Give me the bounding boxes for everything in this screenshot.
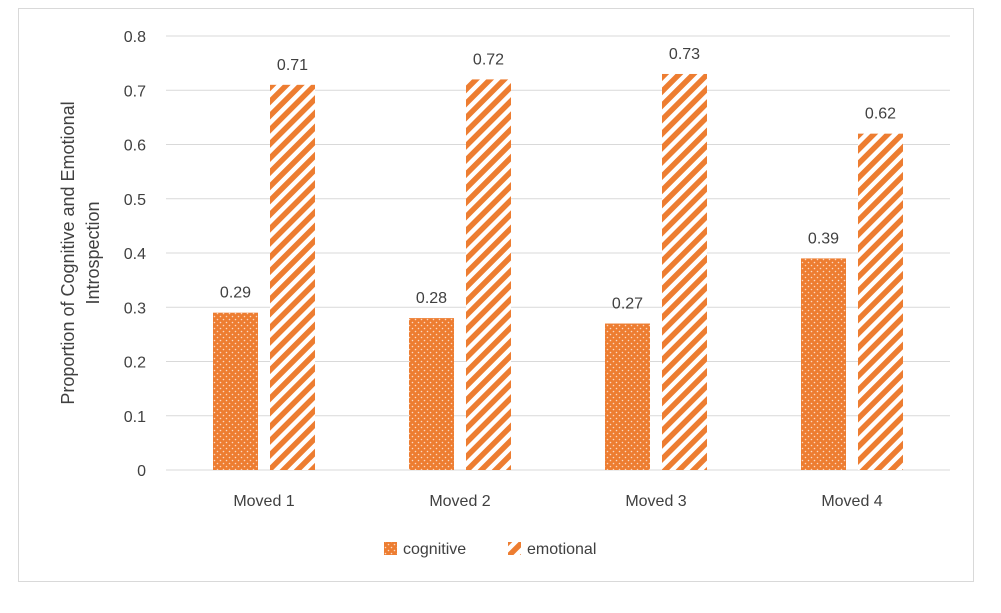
legend-swatch-cognitive	[384, 542, 397, 555]
data-label-emotional: 0.62	[865, 106, 896, 123]
x-category-label: Moved 3	[625, 493, 686, 510]
data-label-cognitive: 0.39	[808, 230, 839, 247]
bar-cognitive	[409, 318, 454, 470]
bar-cognitive	[605, 323, 650, 470]
data-label-emotional: 0.73	[669, 46, 700, 63]
y-tick-label: 0.6	[124, 138, 146, 155]
y-axis-title: Proportion of Cognitive and Emotional In…	[58, 101, 103, 404]
data-label-emotional: 0.71	[277, 57, 308, 74]
y-tick-label: 0	[137, 463, 146, 480]
x-axis-categories: Moved 1 Moved 2 Moved 3 Moved 4	[233, 493, 882, 510]
bar-emotional	[662, 73, 707, 470]
data-label-cognitive: 0.29	[220, 285, 251, 302]
bar-emotional	[858, 133, 903, 470]
legend-label-emotional: emotional	[527, 541, 596, 558]
data-labels: 0.29 0.71 0.28 0.72 0.27 0.73 0.39 0.62	[220, 46, 896, 313]
bar-emotional	[466, 79, 511, 471]
legend-swatch-emotional	[508, 542, 521, 555]
bars	[213, 73, 903, 471]
bar-cognitive	[801, 258, 846, 470]
data-label-cognitive: 0.28	[416, 290, 447, 307]
x-category-label: Moved 1	[233, 493, 294, 510]
y-tick-label: 0.3	[124, 300, 146, 317]
y-axis-title-line-1: Proportion of Cognitive and Emotional	[58, 101, 78, 404]
y-axis-title-line-2: Introspection	[83, 201, 103, 304]
legend: cognitive emotional	[384, 541, 596, 558]
y-tick-label: 0.2	[124, 355, 146, 372]
bar-cognitive	[213, 312, 258, 470]
data-label-emotional: 0.72	[473, 51, 504, 68]
bar-emotional	[270, 84, 315, 470]
y-tick-label: 0.5	[124, 192, 146, 209]
x-category-label: Moved 2	[429, 493, 490, 510]
legend-label-cognitive: cognitive	[403, 541, 466, 558]
x-category-label: Moved 4	[821, 493, 882, 510]
y-tick-label: 0.7	[124, 83, 146, 100]
y-tick-label: 0.4	[124, 246, 146, 263]
y-tick-label: 0.1	[124, 409, 146, 426]
y-tick-label: 0.8	[124, 29, 146, 46]
data-label-cognitive: 0.27	[612, 296, 643, 313]
y-axis-ticks: 0 0.1 0.2 0.3 0.4 0.5 0.6 0.7 0.8	[124, 29, 146, 480]
